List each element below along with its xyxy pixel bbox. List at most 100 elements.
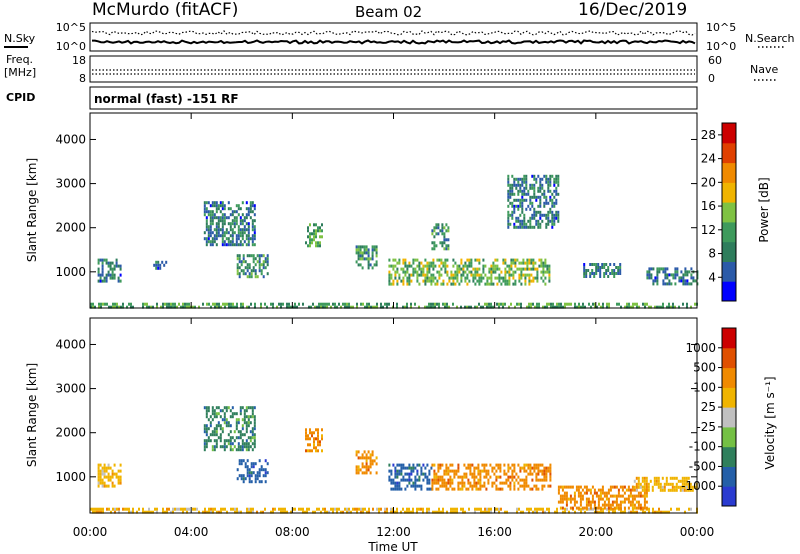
data-cell xyxy=(670,507,672,511)
data-cell xyxy=(450,510,452,514)
data-cell xyxy=(282,302,284,306)
colorbar-segment xyxy=(722,387,736,408)
data-cell xyxy=(426,270,429,274)
data-cell xyxy=(430,282,433,286)
data-cell xyxy=(481,484,484,488)
data-cell xyxy=(553,183,556,187)
data-cell xyxy=(521,195,524,199)
data-cell xyxy=(225,424,228,428)
data-cell xyxy=(456,279,459,283)
freq-tick-bottom: 8 xyxy=(79,72,86,85)
data-cell xyxy=(565,491,568,495)
data-cell xyxy=(471,487,474,491)
data-cell xyxy=(555,174,558,178)
data-cell xyxy=(258,468,261,472)
data-cell xyxy=(458,267,461,271)
data-cell xyxy=(519,186,522,190)
data-cell xyxy=(396,507,398,511)
data-cell xyxy=(573,503,576,507)
data-cell xyxy=(214,302,216,306)
data-cell xyxy=(239,207,242,211)
data-cell xyxy=(431,232,434,236)
data-cell xyxy=(254,275,257,279)
data-cell xyxy=(479,469,482,473)
data-cell xyxy=(574,510,576,514)
data-cell xyxy=(168,305,170,309)
data-cell xyxy=(359,254,362,258)
data-cell xyxy=(117,264,120,268)
data-cell xyxy=(511,216,514,220)
data-cell xyxy=(236,507,238,511)
data-cell xyxy=(252,266,255,270)
data-cell xyxy=(458,264,461,268)
data-cell xyxy=(321,428,323,432)
data-cell xyxy=(438,276,441,280)
data-cell xyxy=(224,302,226,306)
data-cell xyxy=(460,507,462,511)
data-cell xyxy=(239,219,242,223)
data-cell xyxy=(507,484,510,488)
data-cell xyxy=(577,488,580,492)
data-cell xyxy=(150,510,152,514)
data-cell xyxy=(208,507,210,511)
data-cell xyxy=(241,406,244,410)
data-cell xyxy=(252,269,255,273)
data-cell xyxy=(231,228,234,232)
data-cell xyxy=(490,507,492,511)
noise-tick-right-top: 10^5 xyxy=(706,21,736,34)
data-cell xyxy=(380,302,382,306)
data-cell xyxy=(539,183,542,187)
data-cell xyxy=(484,264,487,268)
data-cell xyxy=(253,427,256,431)
data-cell xyxy=(247,210,250,214)
data-cell xyxy=(416,270,419,274)
data-cell xyxy=(507,225,510,229)
data-cell xyxy=(426,305,428,309)
data-cell xyxy=(264,480,267,484)
data-cell xyxy=(225,216,228,220)
data-cell xyxy=(611,269,614,272)
data-cell xyxy=(258,263,261,267)
data-cell xyxy=(373,459,376,463)
data-cell xyxy=(519,204,522,208)
data-cell xyxy=(313,229,315,233)
data-cell xyxy=(215,237,218,241)
data-cell xyxy=(641,506,644,510)
data-cell xyxy=(106,302,108,306)
data-cell xyxy=(449,469,452,473)
data-cell xyxy=(518,302,520,306)
data-cell xyxy=(406,484,409,488)
data-cell xyxy=(242,269,245,273)
data-cell xyxy=(355,260,358,264)
data-cell xyxy=(666,267,669,271)
data-cell xyxy=(526,258,529,262)
data-cell xyxy=(412,510,414,514)
data-cell xyxy=(523,192,526,196)
data-cell xyxy=(159,266,162,270)
data-cell xyxy=(441,484,444,488)
data-cell xyxy=(587,269,590,272)
data-cell xyxy=(637,494,640,498)
data-cell xyxy=(426,481,429,485)
data-cell xyxy=(388,469,391,473)
data-cell xyxy=(612,507,614,511)
data-cell xyxy=(239,409,242,413)
data-cell xyxy=(624,510,626,514)
data-cell xyxy=(367,251,370,255)
data-cell xyxy=(248,272,251,276)
colorbar-tick-label: 8 xyxy=(708,247,716,261)
data-cell xyxy=(366,510,368,514)
data-cell xyxy=(517,204,520,208)
data-cell xyxy=(525,481,528,485)
data-cell xyxy=(441,463,444,467)
data-cell xyxy=(418,282,421,286)
data-cell xyxy=(253,442,256,446)
data-cell xyxy=(309,428,311,432)
data-cell xyxy=(236,257,239,261)
data-cell xyxy=(541,219,544,223)
data-cell xyxy=(247,442,250,446)
data-cell xyxy=(357,465,360,469)
data-cell xyxy=(227,216,230,220)
data-cell xyxy=(205,427,208,431)
data-cell xyxy=(416,258,419,262)
